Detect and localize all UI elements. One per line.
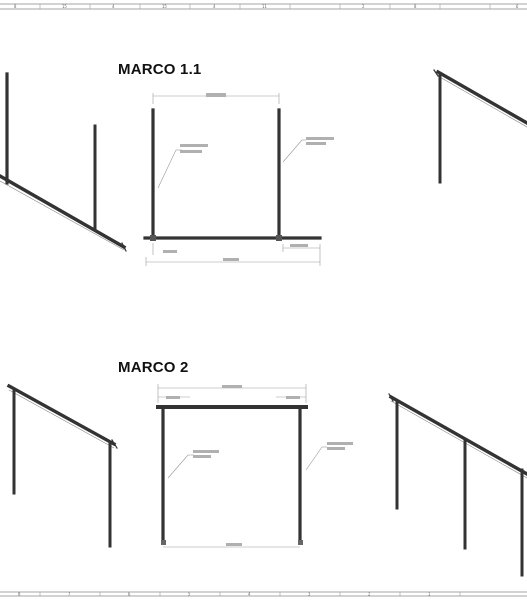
zone-label: 1 [428,592,431,597]
zone-label: 8 [414,4,417,9]
zone-label: 15 [62,4,67,9]
view-title-marco-1-1: MARCO 1.1 [118,61,202,78]
zone-label: 6 [128,592,131,597]
zone-label: 7 [68,592,71,597]
zone-label: 8 [14,4,17,9]
sheet-border [0,3,527,597]
zone-label: 8 [18,592,21,597]
zone-label: 2 [362,4,365,9]
marco-1-1-iso-right [433,69,527,184]
zone-label: 4 [112,4,115,9]
border-zone-labels-top: 8 15 4 15 4 11 2 8 6 [14,4,519,9]
zone-label: 4 [213,4,216,9]
marco-2-front-view [156,384,353,548]
marco-2-iso-right [388,393,527,577]
zone-label: 15 [162,4,167,9]
border-zone-ticks [39,4,491,596]
zone-label: 5 [188,592,191,597]
zone-label: 6 [516,4,519,9]
marco-2-iso-left [6,383,118,548]
view-title-marco-2: MARCO 2 [118,359,189,376]
marco-1-1-front-view [143,93,334,266]
zone-label: 4 [248,592,251,597]
border-zone-labels-bottom: 8 7 6 5 4 3 2 1 [18,592,431,597]
marco-1-1-iso-left [0,72,127,252]
zone-label: 11 [262,4,267,9]
zone-label: 3 [308,592,311,597]
zone-label: 2 [368,592,371,597]
